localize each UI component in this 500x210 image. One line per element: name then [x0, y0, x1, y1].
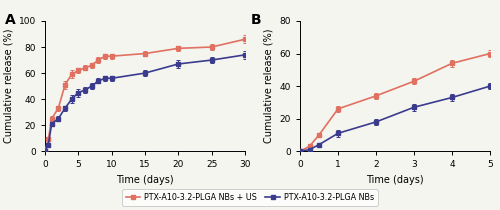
- X-axis label: Time (days): Time (days): [366, 175, 424, 185]
- Y-axis label: Cumulative release (%): Cumulative release (%): [264, 29, 274, 143]
- Text: B: B: [250, 13, 261, 27]
- Legend: PTX-A10-3.2-PLGA NBs + US, PTX-A10-3.2-PLGA NBs: PTX-A10-3.2-PLGA NBs + US, PTX-A10-3.2-P…: [122, 189, 378, 206]
- Y-axis label: Cumulative release (%): Cumulative release (%): [3, 29, 13, 143]
- X-axis label: Time (days): Time (days): [116, 175, 174, 185]
- Text: A: A: [5, 13, 16, 27]
